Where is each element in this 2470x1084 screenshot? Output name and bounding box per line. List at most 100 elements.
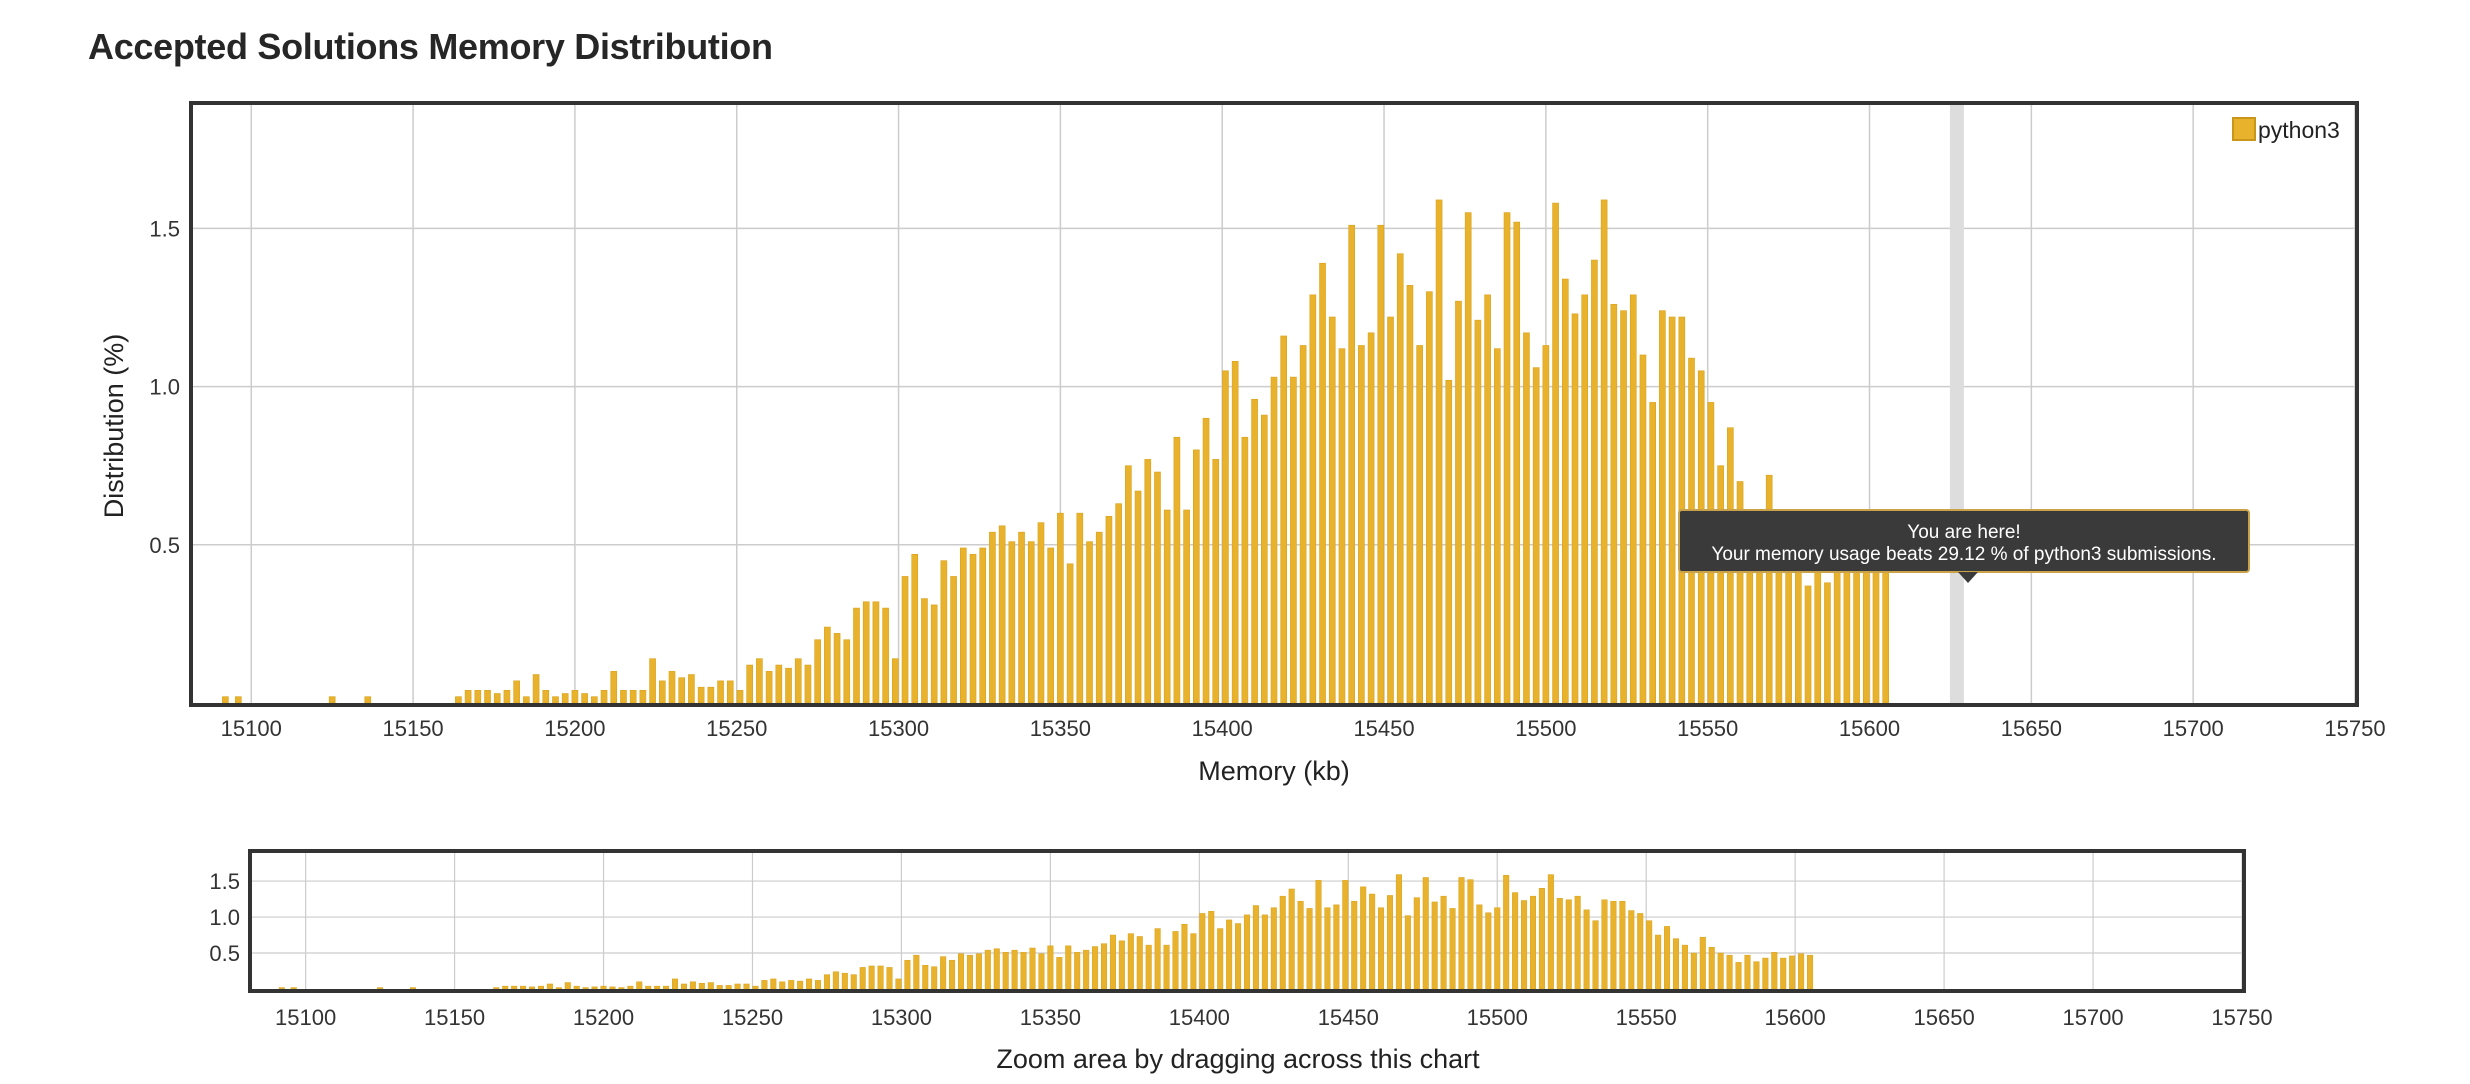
bar [1426, 291, 1433, 704]
nav-bar [636, 981, 643, 990]
nav-bar [377, 987, 384, 990]
nav-bar [1628, 910, 1635, 990]
nav-x-tick-label: 15600 [1765, 1005, 1826, 1030]
nav-bar [1342, 880, 1349, 990]
nav-bar [1708, 947, 1715, 990]
bar [998, 525, 1006, 704]
bar [1824, 582, 1831, 704]
bar [639, 690, 647, 704]
nav-bar [1583, 909, 1590, 990]
nav-bar [949, 959, 956, 990]
bar [1348, 224, 1355, 704]
bar [833, 633, 841, 704]
bar [1241, 436, 1249, 704]
nav-bar [1449, 908, 1456, 990]
nav-bar [1807, 954, 1814, 990]
bar [222, 696, 229, 704]
nav-bar [1753, 961, 1760, 990]
x-tick-label: 15400 [1192, 716, 1253, 741]
nav-x-tick-label: 15750 [2211, 1005, 2272, 1030]
bar [1095, 531, 1103, 704]
bar [1474, 319, 1482, 704]
legend-swatch [2232, 117, 2256, 141]
x-tick-label: 15350 [1030, 716, 1091, 741]
nav-bar [1002, 952, 1009, 990]
bar [1183, 509, 1190, 704]
bar [979, 547, 987, 704]
x-tick-label: 15450 [1353, 716, 1414, 741]
nav-bar [564, 982, 571, 990]
nav-x-tick-label: 15400 [1169, 1005, 1230, 1030]
bar [911, 553, 919, 704]
tooltip: You are here! Your memory usage beats 29… [1678, 509, 2250, 583]
nav-bar [1369, 893, 1376, 990]
bar [1853, 566, 1860, 704]
nav-bar [1127, 933, 1134, 990]
nav-x-tick-label: 15650 [1914, 1005, 1975, 1030]
bar [736, 690, 744, 704]
nav-bar [940, 956, 947, 990]
nav-bar [770, 978, 777, 990]
nav-bar [832, 971, 839, 990]
bar [552, 696, 559, 704]
bar [1115, 503, 1122, 704]
nav-bar [672, 978, 679, 990]
x-tick-label: 15500 [1515, 716, 1576, 741]
nav-bar [1154, 928, 1161, 990]
bar [872, 601, 880, 704]
bar [1882, 553, 1890, 704]
nav-bar [1655, 934, 1662, 990]
bar [1260, 414, 1268, 704]
nav-bar [734, 983, 741, 990]
nav-bar [1485, 912, 1492, 990]
bar [649, 658, 656, 704]
bar [1552, 202, 1559, 704]
nav-bar [1726, 954, 1733, 990]
bar [1377, 224, 1385, 704]
bar [1668, 316, 1676, 704]
bar [775, 664, 783, 704]
nav-bar [1798, 953, 1805, 990]
nav-bar [1529, 895, 1537, 990]
legend[interactable]: python3 [2232, 117, 2340, 143]
nav-bar [1163, 944, 1170, 990]
nav-bar [1789, 955, 1796, 990]
bar [1542, 345, 1550, 704]
main-plot[interactable]: 0.5 1.0 1.5 15100 15150 15200 15250 15300 15350… [99, 101, 2386, 786]
bar [959, 547, 967, 704]
nav-bar [1360, 886, 1367, 990]
nav-bar [779, 981, 786, 990]
nav-bar [1503, 875, 1510, 990]
bar [1396, 253, 1404, 704]
bar [1455, 300, 1462, 704]
bar [843, 639, 851, 704]
bar [1494, 348, 1501, 704]
nav-bar [1771, 952, 1778, 990]
nav-bar [1226, 919, 1233, 990]
main-plot-frame [189, 101, 2359, 707]
x-tick-label: 15250 [706, 716, 767, 741]
bar [1134, 490, 1142, 704]
bar [493, 693, 501, 704]
current-position-band [1949, 105, 1964, 703]
bar [785, 667, 792, 704]
nav-bar [1324, 907, 1331, 990]
nav-bar [752, 985, 759, 990]
nav-bar [529, 986, 536, 990]
bar [629, 690, 637, 704]
nav-bar [1601, 899, 1608, 990]
nav-bar [868, 965, 875, 990]
bar [1066, 563, 1074, 704]
nav-bar [1762, 957, 1769, 990]
nav-bar [537, 985, 544, 990]
bar [862, 601, 870, 704]
bar [1076, 512, 1084, 704]
bar [581, 693, 588, 704]
bar [600, 690, 608, 704]
bar [1193, 449, 1200, 704]
bar [1144, 459, 1152, 704]
navigator[interactable]: 0.5 1.0 1.5 15100 15150 15200 15250 15300 15350… [209, 849, 2273, 1074]
nav-bar [850, 974, 857, 990]
bar [1367, 332, 1375, 704]
